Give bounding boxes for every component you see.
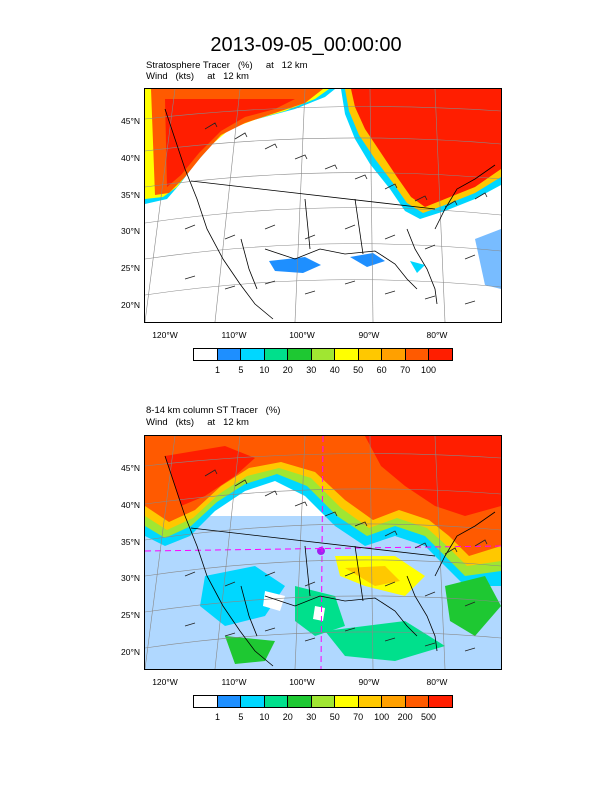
panel1-subtitle-2: Wind (kts) at 12 km	[146, 71, 249, 82]
legend-swatch	[311, 349, 336, 360]
panel1-lon-label: 90°W	[358, 330, 380, 340]
panel1-lat-label: 30°N	[121, 226, 140, 236]
legend-swatch	[358, 696, 383, 707]
legend-swatch	[288, 696, 312, 707]
legend-swatch	[382, 349, 406, 360]
panel1-lon-label: 100°W	[289, 330, 315, 340]
panel1-lon-label: 80°W	[426, 330, 448, 340]
panel2-lon-label: 120°W	[152, 677, 178, 687]
panel1-tracer-field	[145, 89, 501, 289]
legend-label: 100	[374, 712, 390, 722]
legend-label: 70	[400, 365, 411, 375]
legend-swatch	[429, 696, 453, 707]
panel2-map	[144, 435, 502, 670]
legend-label: 1	[214, 712, 220, 722]
legend-label: 20	[282, 712, 293, 722]
panel2-lon-label: 80°W	[426, 677, 448, 687]
legend-swatch	[335, 349, 359, 360]
legend-swatch	[264, 696, 289, 707]
panel2-lon-label: 90°W	[358, 677, 380, 687]
panel2-lat-label: 20°N	[121, 647, 140, 657]
legend-swatch	[194, 696, 218, 707]
legend-swatch	[194, 349, 218, 360]
legend-swatch	[288, 349, 312, 360]
legend-label: 70	[353, 712, 364, 722]
panel2-lon-label: 100°W	[289, 677, 315, 687]
legend-swatch	[241, 696, 265, 707]
panel2-lat-label: 30°N	[121, 573, 140, 583]
legend-label: 10	[259, 712, 270, 722]
legend-swatch	[217, 696, 242, 707]
legend-label: 50	[353, 365, 364, 375]
legend-label: 40	[329, 365, 340, 375]
panel1-color-legend	[193, 348, 453, 361]
legend-swatch	[335, 696, 359, 707]
legend-swatch	[405, 696, 430, 707]
legend-swatch	[405, 349, 430, 360]
panel2-lat-label: 45°N	[121, 463, 140, 473]
panel1-lat-label: 35°N	[121, 190, 140, 200]
panel2-lat-label: 40°N	[121, 500, 140, 510]
legend-label: 60	[376, 365, 387, 375]
panel1-lat-label: 20°N	[121, 300, 140, 310]
legend-label: 30	[306, 365, 317, 375]
legend-swatch	[358, 349, 383, 360]
legend-label: 10	[259, 365, 270, 375]
legend-swatch	[264, 349, 289, 360]
panel2-lat-label: 25°N	[121, 610, 140, 620]
legend-label: 50	[329, 712, 340, 722]
panel2-wind-barbs	[184, 469, 488, 652]
legend-swatch	[241, 349, 265, 360]
panel1-lon-label: 110°W	[221, 330, 247, 340]
panel1-coastlines	[164, 108, 496, 320]
panel1-wind-barbs	[184, 122, 488, 305]
panel1-lon-label: 120°W	[152, 330, 178, 340]
panel2-lat-label: 35°N	[121, 537, 140, 547]
panel2-subtitle-2: Wind (kts) at 12 km	[146, 417, 249, 428]
legend-label: 5	[238, 365, 244, 375]
legend-swatch	[382, 696, 406, 707]
panel2-subtitle-1: 8-14 km column ST Tracer (%)	[146, 405, 281, 416]
legend-label: 1	[214, 365, 220, 375]
legend-label: 20	[282, 365, 293, 375]
panel2-lon-label: 110°W	[221, 677, 247, 687]
legend-swatch	[311, 696, 336, 707]
legend-label: 100	[421, 365, 437, 375]
panel1-lat-label: 25°N	[121, 263, 140, 273]
legend-swatch	[429, 349, 453, 360]
panel1-map	[144, 88, 502, 323]
panel1-lat-label: 45°N	[121, 116, 140, 126]
legend-label: 30	[306, 712, 317, 722]
panel2-coastlines	[164, 455, 496, 667]
page-title: 2013-09-05_00:00:00	[210, 34, 402, 56]
panel1-subtitle-1: Stratosphere Tracer (%) at 12 km	[146, 60, 308, 71]
legend-label: 5	[238, 712, 244, 722]
legend-swatch	[217, 349, 242, 360]
panel2-color-legend	[193, 695, 453, 708]
panel1-lat-label: 40°N	[121, 153, 140, 163]
legend-label: 200	[397, 712, 413, 722]
legend-label: 500	[421, 712, 437, 722]
